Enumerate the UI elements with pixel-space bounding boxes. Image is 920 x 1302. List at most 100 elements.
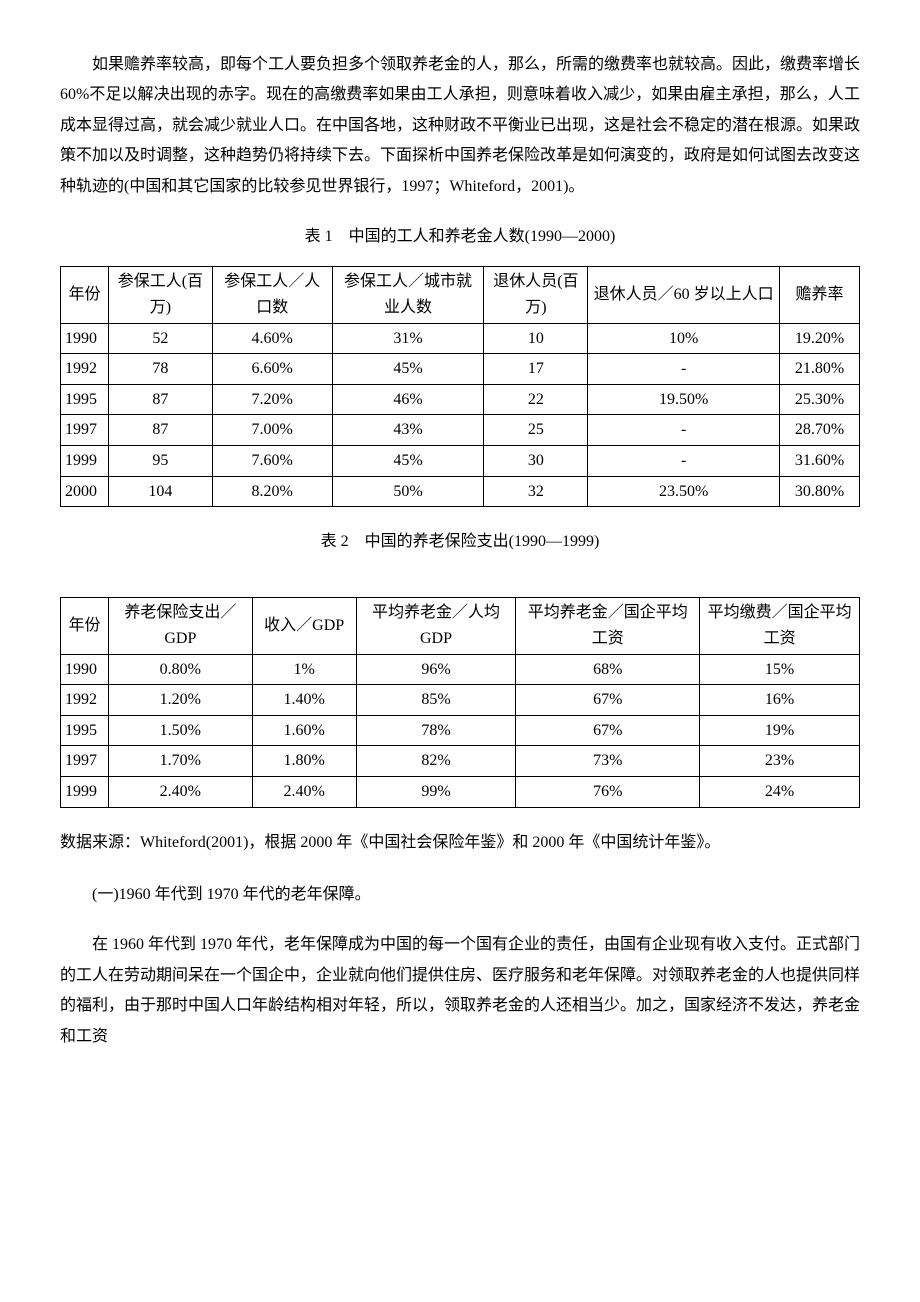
table1-cell: 25 bbox=[484, 415, 588, 446]
table1-cell: 1999 bbox=[61, 445, 109, 476]
table1-cell: 7.20% bbox=[212, 384, 332, 415]
table1-row: 1990524.60%31%1010%19.20% bbox=[61, 323, 860, 354]
table1-cell: - bbox=[588, 354, 780, 385]
table2-row: 19921.20%1.40%85%67%16% bbox=[61, 685, 860, 716]
table2-row: 19971.70%1.80%82%73%23% bbox=[61, 746, 860, 777]
table1-cell: 52 bbox=[108, 323, 212, 354]
table1-cell: 1992 bbox=[61, 354, 109, 385]
table2-cell: 1999 bbox=[61, 777, 109, 808]
table1-cell: 95 bbox=[108, 445, 212, 476]
intro-paragraph: 如果赡养率较高，即每个工人要负担多个领取养老金的人，那么，所需的缴费率也就较高。… bbox=[60, 50, 860, 202]
table2-cell: 1.50% bbox=[108, 715, 252, 746]
table1-header-row: 年份参保工人(百万)参保工人／人口数参保工人／城市就业人数退休人员(百万)退休人… bbox=[61, 267, 860, 323]
table1-cell: 30.80% bbox=[780, 476, 860, 507]
table1-cell: 45% bbox=[332, 445, 484, 476]
table2-cell: 73% bbox=[516, 746, 700, 777]
table2-cell: 78% bbox=[356, 715, 516, 746]
section-subheading: (一)1960 年代到 1970 年代的老年保障。 bbox=[60, 880, 860, 910]
table1-col-header: 退休人员／60 岁以上人口 bbox=[588, 267, 780, 323]
table2-row: 19992.40%2.40%99%76%24% bbox=[61, 777, 860, 808]
table2-cell: 85% bbox=[356, 685, 516, 716]
table2-cell: 2.40% bbox=[108, 777, 252, 808]
table1-row: 1992786.60%45%17-21.80% bbox=[61, 354, 860, 385]
table1-cell: 87 bbox=[108, 384, 212, 415]
table1-cell: 10 bbox=[484, 323, 588, 354]
table1-cell: 1997 bbox=[61, 415, 109, 446]
table1-cell: 17 bbox=[484, 354, 588, 385]
table2-cell: 76% bbox=[516, 777, 700, 808]
table2-col-header: 平均养老金／人均 GDP bbox=[356, 598, 516, 654]
table2-cell: 67% bbox=[516, 685, 700, 716]
table2-cell: 23% bbox=[700, 746, 860, 777]
table1-col-header: 参保工人(百万) bbox=[108, 267, 212, 323]
table1-cell: 2000 bbox=[61, 476, 109, 507]
table1-cell: 1995 bbox=[61, 384, 109, 415]
table2-cell: 67% bbox=[516, 715, 700, 746]
table1-col-header: 参保工人／城市就业人数 bbox=[332, 267, 484, 323]
table1-cell: 50% bbox=[332, 476, 484, 507]
table2-col-header: 年份 bbox=[61, 598, 109, 654]
table1-cell: 7.60% bbox=[212, 445, 332, 476]
table1-cell: 78 bbox=[108, 354, 212, 385]
table2-cell: 1.60% bbox=[252, 715, 356, 746]
table1-col-header: 赡养率 bbox=[780, 267, 860, 323]
table1-cell: 21.80% bbox=[780, 354, 860, 385]
table2-cell: 1995 bbox=[61, 715, 109, 746]
table2-cell: 1997 bbox=[61, 746, 109, 777]
table1-cell: 104 bbox=[108, 476, 212, 507]
table1-cell: - bbox=[588, 415, 780, 446]
table1-cell: - bbox=[588, 445, 780, 476]
table2-cell: 16% bbox=[700, 685, 860, 716]
table1-cell: 31% bbox=[332, 323, 484, 354]
table2-cell: 1.80% bbox=[252, 746, 356, 777]
table1-cell: 1990 bbox=[61, 323, 109, 354]
table2-col-header: 养老保险支出／GDP bbox=[108, 598, 252, 654]
table2-cell: 1.40% bbox=[252, 685, 356, 716]
table1-col-header: 退休人员(百万) bbox=[484, 267, 588, 323]
table2-row: 19900.80%1%96%68%15% bbox=[61, 654, 860, 685]
table2-cell: 1.70% bbox=[108, 746, 252, 777]
table1-cell: 43% bbox=[332, 415, 484, 446]
table1-cell: 22 bbox=[484, 384, 588, 415]
table2: 年份养老保险支出／GDP收入／GDP平均养老金／人均 GDP平均养老金／国企平均… bbox=[60, 597, 860, 807]
table2-row: 19951.50%1.60%78%67%19% bbox=[61, 715, 860, 746]
table1-cell: 28.70% bbox=[780, 415, 860, 446]
table1-cell: 45% bbox=[332, 354, 484, 385]
table2-cell: 1.20% bbox=[108, 685, 252, 716]
table2-cell: 24% bbox=[700, 777, 860, 808]
table2-header-row: 年份养老保险支出／GDP收入／GDP平均养老金／人均 GDP平均养老金／国企平均… bbox=[61, 598, 860, 654]
table2-cell: 99% bbox=[356, 777, 516, 808]
table2-col-header: 平均缴费／国企平均工资 bbox=[700, 598, 860, 654]
table1-row: 1999957.60%45%30-31.60% bbox=[61, 445, 860, 476]
table2-cell: 0.80% bbox=[108, 654, 252, 685]
table1-col-header: 参保工人／人口数 bbox=[212, 267, 332, 323]
table2-cell: 96% bbox=[356, 654, 516, 685]
table1-cell: 8.20% bbox=[212, 476, 332, 507]
data-source-note: 数据来源：Whiteford(2001)，根据 2000 年《中国社会保险年鉴》… bbox=[60, 828, 860, 858]
table2-cell: 82% bbox=[356, 746, 516, 777]
table1-cell: 19.20% bbox=[780, 323, 860, 354]
table1-cell: 25.30% bbox=[780, 384, 860, 415]
table1: 年份参保工人(百万)参保工人／人口数参保工人／城市就业人数退休人员(百万)退休人… bbox=[60, 266, 860, 507]
table1-col-header: 年份 bbox=[61, 267, 109, 323]
table2-col-header: 平均养老金／国企平均工资 bbox=[516, 598, 700, 654]
table1-cell: 30 bbox=[484, 445, 588, 476]
table2-cell: 68% bbox=[516, 654, 700, 685]
table1-row: 20001048.20%50%3223.50%30.80% bbox=[61, 476, 860, 507]
table2-col-header: 收入／GDP bbox=[252, 598, 356, 654]
table1-cell: 4.60% bbox=[212, 323, 332, 354]
table1-row: 1995877.20%46%2219.50%25.30% bbox=[61, 384, 860, 415]
table1-title: 表 1 中国的工人和养老金人数(1990—2000) bbox=[60, 222, 860, 252]
table2-cell: 1990 bbox=[61, 654, 109, 685]
table1-cell: 87 bbox=[108, 415, 212, 446]
table2-title: 表 2 中国的养老保险支出(1990—1999) bbox=[60, 527, 860, 557]
table2-cell: 1992 bbox=[61, 685, 109, 716]
table1-cell: 7.00% bbox=[212, 415, 332, 446]
table1-cell: 23.50% bbox=[588, 476, 780, 507]
table2-cell: 19% bbox=[700, 715, 860, 746]
table2-cell: 1% bbox=[252, 654, 356, 685]
table1-cell: 10% bbox=[588, 323, 780, 354]
table2-cell: 2.40% bbox=[252, 777, 356, 808]
table1-cell: 46% bbox=[332, 384, 484, 415]
table1-cell: 31.60% bbox=[780, 445, 860, 476]
